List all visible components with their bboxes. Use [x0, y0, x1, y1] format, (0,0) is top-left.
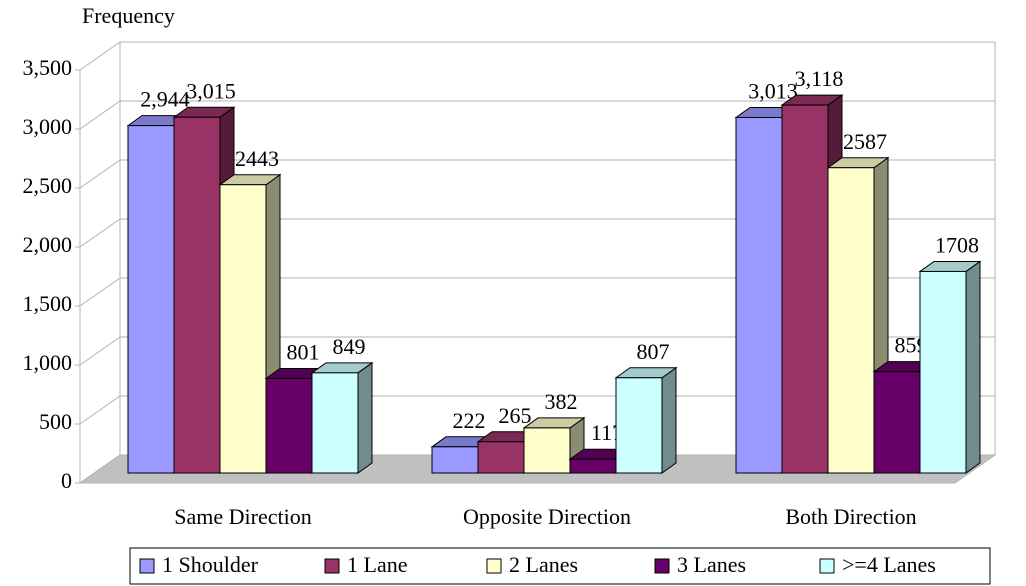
data-label: 849 [333, 334, 366, 359]
y-tick-label: 500 [39, 409, 72, 434]
x-tick-label: Opposite Direction [463, 504, 631, 529]
data-label: 2443 [235, 146, 279, 171]
legend-swatch [819, 558, 835, 574]
legend-swatch [486, 558, 502, 574]
y-tick-label: 1,000 [23, 350, 73, 375]
data-label: 222 [453, 408, 486, 433]
legend-swatch [654, 558, 670, 574]
bar [219, 184, 267, 474]
grid-line [79, 100, 995, 130]
bar [431, 446, 479, 474]
bar [127, 125, 175, 474]
bar [735, 116, 783, 474]
data-label: 3,118 [795, 66, 844, 91]
legend-label: 3 Lanes [677, 552, 746, 577]
y-axis-title: Frequency [82, 3, 175, 28]
bar [919, 270, 967, 474]
grid-line [79, 395, 995, 425]
bar [873, 371, 921, 474]
bar-side [965, 260, 981, 474]
y-tick-label: 2,000 [23, 232, 73, 257]
data-label: 3,015 [186, 78, 236, 103]
bar [615, 377, 663, 474]
data-label: 265 [499, 403, 532, 428]
legend-label: 1 Shoulder [162, 552, 259, 577]
bar [827, 167, 875, 474]
legend-box [129, 547, 991, 585]
legend-label: 2 Lanes [509, 552, 578, 577]
grid-line [79, 277, 995, 307]
legend-swatch [139, 558, 155, 574]
bar [311, 372, 359, 474]
bar-side [661, 366, 677, 474]
bar-side [357, 361, 373, 474]
y-tick-label: 0 [61, 468, 72, 493]
bar [523, 427, 571, 474]
y-tick-label: 1,500 [23, 291, 73, 316]
grid-line [79, 454, 995, 484]
y-tick-label: 3,500 [23, 55, 73, 80]
legend-swatch [324, 558, 340, 574]
legend-label: 1 Lane [347, 552, 407, 577]
bar [173, 116, 221, 474]
grid-line [79, 41, 995, 71]
bar [265, 377, 313, 474]
grid-line [79, 336, 995, 366]
bar [781, 104, 829, 474]
data-label: 807 [637, 339, 670, 364]
grid-line [79, 218, 995, 248]
data-label: 2587 [843, 129, 887, 154]
legend-label: >=4 Lanes [842, 552, 936, 577]
x-tick-label: Both Direction [785, 504, 916, 529]
data-label: 1708 [935, 233, 979, 258]
data-label: 801 [287, 340, 320, 365]
y-tick-label: 2,500 [23, 173, 73, 198]
bar [477, 441, 525, 474]
x-tick-label: Same Direction [174, 504, 311, 529]
grid-line [79, 159, 995, 189]
bar [569, 458, 617, 474]
data-label: 382 [545, 389, 578, 414]
data-label: 2,944 [140, 87, 190, 112]
y-tick-label: 3,000 [23, 114, 73, 139]
